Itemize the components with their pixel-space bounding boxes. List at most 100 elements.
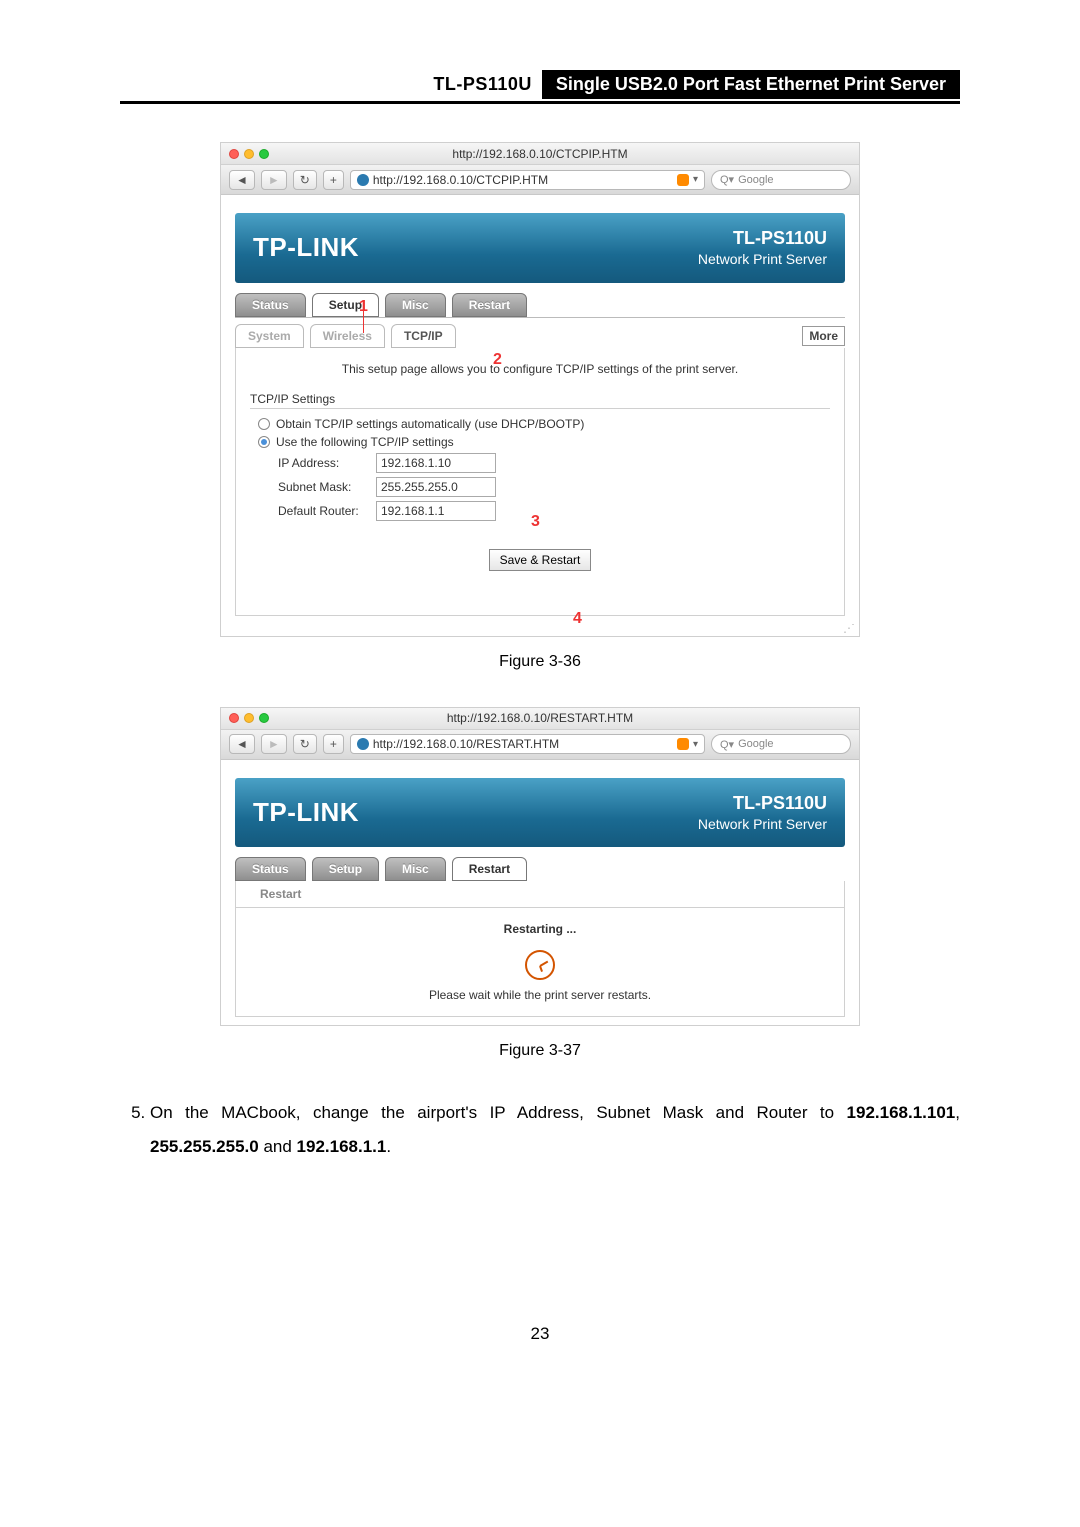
subtab-more[interactable]: More bbox=[802, 326, 845, 346]
tab-restart[interactable]: Restart bbox=[452, 857, 527, 881]
back-button[interactable]: ◄ bbox=[229, 170, 255, 190]
address-url: http://192.168.0.10/RESTART.HTM bbox=[373, 737, 559, 751]
tab-setup[interactable]: Setup bbox=[312, 293, 379, 317]
radio-auto[interactable]: Obtain TCP/IP settings automatically (us… bbox=[250, 417, 830, 431]
search-input[interactable]: Q▾ Google bbox=[711, 170, 851, 190]
add-button[interactable]: + bbox=[323, 734, 344, 754]
page-content-2: TP-LINK TL-PS110U Network Print Server S… bbox=[221, 760, 859, 1026]
minimize-icon[interactable] bbox=[244, 713, 254, 723]
forward-button[interactable]: ► bbox=[261, 734, 287, 754]
forward-button[interactable]: ► bbox=[261, 170, 287, 190]
ip-label: IP Address: bbox=[278, 456, 368, 470]
fieldset-title: TCP/IP Settings bbox=[250, 392, 830, 409]
page-content-1: TP-LINK TL-PS110U Network Print Server S… bbox=[221, 195, 859, 624]
search-placeholder: Google bbox=[738, 174, 773, 186]
zoom-icon[interactable] bbox=[259, 713, 269, 723]
clock-icon bbox=[525, 950, 555, 980]
panel-intro: This setup page allows you to configure … bbox=[250, 362, 830, 376]
main-tabs: Status Setup Misc Restart bbox=[235, 857, 845, 881]
save-restart-button[interactable]: Save & Restart bbox=[489, 549, 592, 571]
radio-manual[interactable]: Use the following TCP/IP settings bbox=[250, 435, 830, 449]
step5-ip: 192.168.1.101 bbox=[847, 1103, 956, 1122]
brand-model: TL-PS110U bbox=[698, 227, 827, 250]
sep: , bbox=[955, 1103, 960, 1122]
ip-input[interactable]: 192.168.1.10 bbox=[376, 453, 496, 473]
rss-icon[interactable] bbox=[677, 174, 689, 186]
mask-row: Subnet Mask: 255.255.255.0 bbox=[250, 477, 830, 497]
callout-line bbox=[363, 311, 364, 333]
window-controls bbox=[229, 149, 269, 159]
radio-manual-label: Use the following TCP/IP settings bbox=[276, 435, 454, 449]
browser-window-2: http://192.168.0.10/RESTART.HTM ◄ ► ↻ + … bbox=[220, 707, 860, 1027]
brand-banner: TP-LINK TL-PS110U Network Print Server bbox=[235, 778, 845, 848]
address-bar[interactable]: http://192.168.0.10/RESTART.HTM ▾ bbox=[350, 734, 705, 754]
window-controls bbox=[229, 713, 269, 723]
browser-window-1: http://192.168.0.10/CTCPIP.HTM ◄ ► ↻ + h… bbox=[220, 142, 860, 637]
page-number: 23 bbox=[120, 1324, 960, 1344]
minimize-icon[interactable] bbox=[244, 149, 254, 159]
address-url: http://192.168.0.10/CTCPIP.HTM bbox=[373, 173, 548, 187]
titlebar: http://192.168.0.10/CTCPIP.HTM bbox=[221, 143, 859, 165]
figure-caption-2: Figure 3-37 bbox=[220, 1042, 860, 1060]
brand-model: TL-PS110U bbox=[698, 792, 827, 815]
mask-input[interactable]: 255.255.255.0 bbox=[376, 477, 496, 497]
step5-text-a: On the MACbook, change the airport's IP … bbox=[150, 1103, 847, 1122]
router-input[interactable]: 192.168.1.1 bbox=[376, 501, 496, 521]
reload-button[interactable]: ↻ bbox=[293, 734, 317, 754]
restart-panel: Restart Restarting ... Please wait while… bbox=[235, 881, 845, 1017]
tab-misc[interactable]: Misc bbox=[385, 293, 446, 317]
browser-toolbar: ◄ ► ↻ + http://192.168.0.10/CTCPIP.HTM ▾… bbox=[221, 165, 859, 195]
brand-logo: TP-LINK bbox=[253, 232, 359, 263]
search-placeholder: Google bbox=[738, 738, 773, 750]
radio-icon bbox=[258, 436, 270, 448]
main-tabs: Status Setup Misc Restart bbox=[235, 293, 845, 317]
window-title: http://192.168.0.10/RESTART.HTM bbox=[447, 711, 633, 725]
dropdown-icon[interactable]: ▾ bbox=[693, 174, 698, 185]
zoom-icon[interactable] bbox=[259, 149, 269, 159]
instruction-list: On the MACbook, change the airport's IP … bbox=[120, 1096, 960, 1164]
tab-status[interactable]: Status bbox=[235, 293, 306, 317]
tab-restart[interactable]: Restart bbox=[452, 293, 527, 317]
radio-icon bbox=[258, 418, 270, 430]
add-button[interactable]: + bbox=[323, 170, 344, 190]
tab-status[interactable]: Status bbox=[235, 857, 306, 881]
dropdown-icon[interactable]: ▾ bbox=[693, 739, 698, 750]
globe-icon bbox=[357, 738, 369, 750]
subtab-restart[interactable]: Restart bbox=[236, 881, 325, 907]
list-item: On the MACbook, change the airport's IP … bbox=[150, 1096, 960, 1164]
step5-router: 192.168.1.1 bbox=[297, 1137, 387, 1156]
subtab-system[interactable]: System bbox=[235, 324, 304, 348]
radio-auto-label: Obtain TCP/IP settings automatically (us… bbox=[276, 417, 584, 431]
rss-icon[interactable] bbox=[677, 738, 689, 750]
subtab-wireless[interactable]: Wireless bbox=[310, 324, 385, 348]
figure-caption-1: Figure 3-36 bbox=[220, 653, 860, 671]
tab-setup[interactable]: Setup bbox=[312, 857, 379, 881]
resize-handle[interactable]: ⋰ bbox=[221, 624, 859, 636]
close-icon[interactable] bbox=[229, 713, 239, 723]
step5-mask: 255.255.255.0 bbox=[150, 1137, 259, 1156]
page-header: TL-PS110U Single USB2.0 Port Fast Ethern… bbox=[120, 70, 960, 104]
mask-label: Subnet Mask: bbox=[278, 480, 368, 494]
back-button[interactable]: ◄ bbox=[229, 734, 255, 754]
subtab-tcpip[interactable]: TCP/IP bbox=[391, 324, 456, 348]
end: . bbox=[386, 1137, 391, 1156]
header-model: TL-PS110U bbox=[423, 70, 542, 99]
figure-3-36: http://192.168.0.10/CTCPIP.HTM ◄ ► ↻ + h… bbox=[220, 142, 860, 671]
search-icon: Q▾ bbox=[720, 173, 734, 186]
header-title: Single USB2.0 Port Fast Ethernet Print S… bbox=[542, 70, 960, 99]
browser-toolbar: ◄ ► ↻ + http://192.168.0.10/RESTART.HTM … bbox=[221, 730, 859, 760]
figure-3-37: http://192.168.0.10/RESTART.HTM ◄ ► ↻ + … bbox=[220, 707, 860, 1061]
titlebar: http://192.168.0.10/RESTART.HTM bbox=[221, 708, 859, 730]
reload-button[interactable]: ↻ bbox=[293, 170, 317, 190]
close-icon[interactable] bbox=[229, 149, 239, 159]
search-icon: Q▾ bbox=[720, 738, 734, 751]
router-row: Default Router: 192.168.1.1 bbox=[250, 501, 830, 521]
brand-subtitle: Network Print Server bbox=[698, 250, 827, 268]
window-title: http://192.168.0.10/CTCPIP.HTM bbox=[452, 147, 627, 161]
search-input[interactable]: Q▾ Google bbox=[711, 734, 851, 754]
router-label: Default Router: bbox=[278, 504, 368, 518]
globe-icon bbox=[357, 174, 369, 186]
ip-row: IP Address: 192.168.1.10 bbox=[250, 453, 830, 473]
tab-misc[interactable]: Misc bbox=[385, 857, 446, 881]
address-bar[interactable]: http://192.168.0.10/CTCPIP.HTM ▾ bbox=[350, 170, 705, 190]
